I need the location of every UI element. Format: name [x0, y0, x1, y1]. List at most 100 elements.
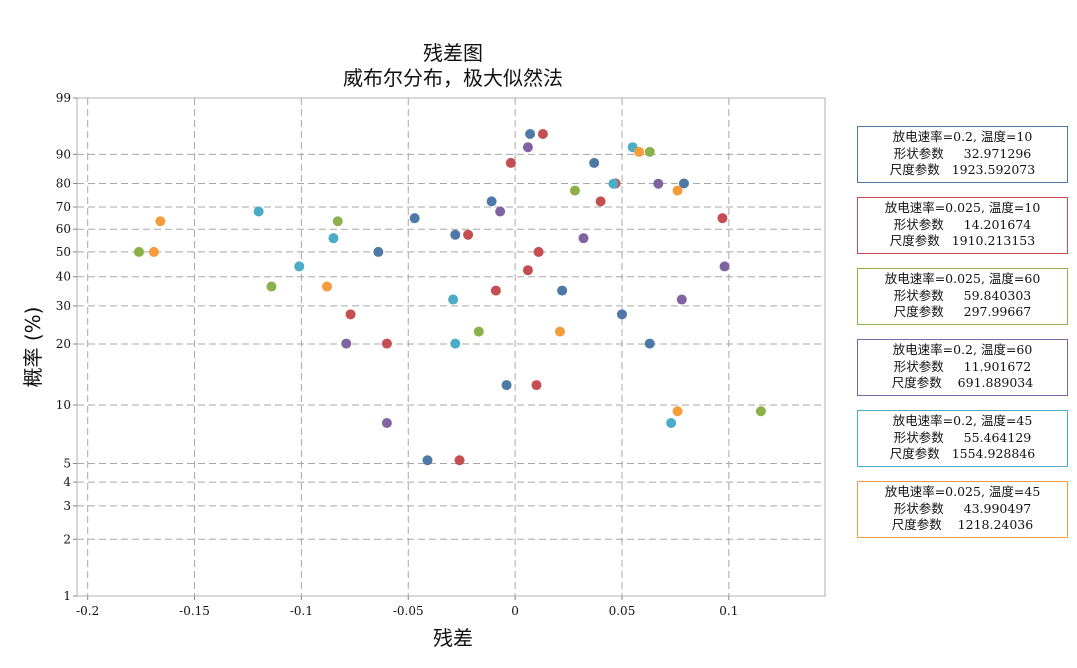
legend-shape-param: 形状参数 43.990497: [893, 500, 1032, 516]
x-tick-label: 0.1: [719, 604, 738, 618]
data-point-series-2: [463, 229, 474, 240]
grid: [77, 98, 825, 596]
y-tick-label: 80: [56, 176, 71, 190]
legend-series-name: 放电速率=0.2, 温度=45: [892, 413, 1033, 428]
data-point-series-5: [328, 233, 339, 244]
data-point-series-1: [678, 178, 689, 189]
data-point-series-4: [381, 417, 392, 428]
data-point-series-2: [505, 157, 516, 168]
legend-scale-param: 尺度参数 297.99667: [893, 304, 1032, 319]
legend-series-name: 放电速率=0.025, 温度=45: [884, 484, 1041, 499]
y-tick-label: 30: [56, 299, 71, 313]
data-point-series-4: [676, 294, 687, 305]
legend-scale-param: 尺度参数 1218.24036: [891, 517, 1034, 532]
data-point-series-3: [644, 146, 655, 157]
data-point-series-5: [448, 294, 459, 305]
data-point-series-5: [294, 261, 305, 272]
y-tick-label: 20: [56, 337, 71, 351]
legend-series-name: 放电速率=0.025, 温度=60: [884, 271, 1041, 286]
y-tick-label: 60: [56, 222, 71, 236]
y-tick-label: 99: [56, 91, 71, 105]
data-point-series-4: [522, 142, 533, 153]
data-point-series-2: [717, 213, 728, 224]
y-tick-label: 2: [63, 532, 71, 546]
y-tick-label: 4: [63, 475, 71, 489]
data-point-series-4: [341, 338, 352, 349]
data-point-series-5: [608, 178, 619, 189]
legend-scale-param: 尺度参数 1910.213153: [889, 233, 1036, 248]
y-tick-label: 5: [63, 457, 71, 471]
x-axis-label: 残差: [433, 626, 473, 650]
data-point-series-1: [501, 380, 512, 391]
data-point-series-1: [644, 338, 655, 349]
data-point-series-2: [490, 285, 501, 296]
y-tick-label: 3: [63, 499, 71, 513]
data-point-series-1: [557, 285, 568, 296]
data-point-series-4: [719, 261, 730, 272]
data-point-series-6: [155, 216, 166, 227]
plot-area: [76, 97, 826, 597]
data-point-series-2: [381, 338, 392, 349]
data-point-series-3: [473, 326, 484, 337]
chart-title: 残差图: [423, 41, 483, 65]
x-tick-label: 0.05: [609, 604, 636, 618]
legend-shape-param: 形状参数 32.971296: [893, 145, 1032, 161]
x-axis-ticks: -0.2 -0.15 -0.1 -0.05 0 0.05 0.1: [76, 596, 738, 618]
data-points: [133, 129, 766, 466]
legend-series-name: 放电速率=0.2, 温度=10: [892, 129, 1033, 144]
legend-shape-param: 形状参数 59.840303: [893, 287, 1032, 303]
data-point-series-2: [454, 455, 465, 466]
data-point-series-6: [634, 146, 645, 157]
y-tick-label: 40: [56, 270, 71, 284]
data-point-series-3: [332, 216, 343, 227]
legend-scale-param: 尺度参数 691.889034: [891, 375, 1034, 390]
data-point-series-4: [578, 233, 589, 244]
data-point-series-1: [373, 246, 384, 257]
data-point-series-2: [537, 129, 548, 140]
data-point-series-6: [148, 246, 159, 257]
data-point-series-1: [422, 455, 433, 466]
x-tick-label: -0.15: [179, 604, 210, 618]
legend-entry-4: 放电速率=0.2, 温度=60 形状参数 11.901672 尺度参数 691.88…: [857, 339, 1068, 396]
data-point-series-3: [569, 185, 580, 196]
legend-entry-5: 放电速率=0.2, 温度=45 形状参数 55.464129 尺度参数 1554.9…: [857, 410, 1068, 467]
data-point-series-3: [755, 406, 766, 417]
data-point-series-6: [322, 281, 333, 292]
x-tick-label: -0.2: [76, 604, 99, 618]
data-point-series-2: [522, 265, 533, 276]
chart-subtitle: 威布尔分布，极大似然法: [343, 66, 563, 90]
data-point-series-5: [450, 338, 461, 349]
data-point-series-4: [653, 178, 664, 189]
data-point-series-1: [409, 213, 420, 224]
y-tick-label: 70: [56, 200, 71, 214]
data-point-series-6: [672, 185, 683, 196]
legend-shape-param: 形状参数 14.201674: [893, 216, 1032, 232]
data-point-series-6: [672, 406, 683, 417]
x-tick-label: 0: [511, 604, 519, 618]
data-point-series-2: [345, 309, 356, 320]
legend-scale-param: 尺度参数 1923.592073: [889, 162, 1036, 177]
data-point-series-2: [595, 196, 606, 207]
data-point-series-1: [486, 196, 497, 207]
legend-series-name: 放电速率=0.2, 温度=60: [892, 342, 1033, 357]
data-point-series-1: [450, 229, 461, 240]
y-axis-label: 概率 (%): [21, 307, 45, 388]
data-point-series-3: [133, 246, 144, 257]
data-point-series-5: [253, 206, 264, 217]
legend-shape-param: 形状参数 55.464129: [893, 429, 1032, 445]
legend-entry-3: 放电速率=0.025, 温度=60 形状参数 59.840303 尺度参数 297.…: [857, 268, 1068, 325]
legend-shape-param: 形状参数 11.901672: [893, 358, 1032, 374]
legend-entry-1: 放电速率=0.2, 温度=10 形状参数 32.971296 尺度参数 1923.5…: [857, 126, 1068, 183]
legend-entry-6: 放电速率=0.025, 温度=45 形状参数 43.990497 尺度参数 1218…: [857, 481, 1068, 538]
data-point-series-1: [525, 129, 536, 140]
x-tick-label: -0.1: [290, 604, 313, 618]
x-tick-label: -0.05: [393, 604, 424, 618]
legend-entry-2: 放电速率=0.025, 温度=10 形状参数 14.201674 尺度参数 1910…: [857, 197, 1068, 254]
data-point-series-3: [266, 281, 277, 292]
legend-scale-param: 尺度参数 1554.928846: [889, 446, 1036, 461]
y-tick-label: 90: [56, 147, 71, 161]
data-point-series-6: [554, 326, 565, 337]
data-point-series-2: [533, 246, 544, 257]
data-point-series-4: [495, 206, 506, 217]
